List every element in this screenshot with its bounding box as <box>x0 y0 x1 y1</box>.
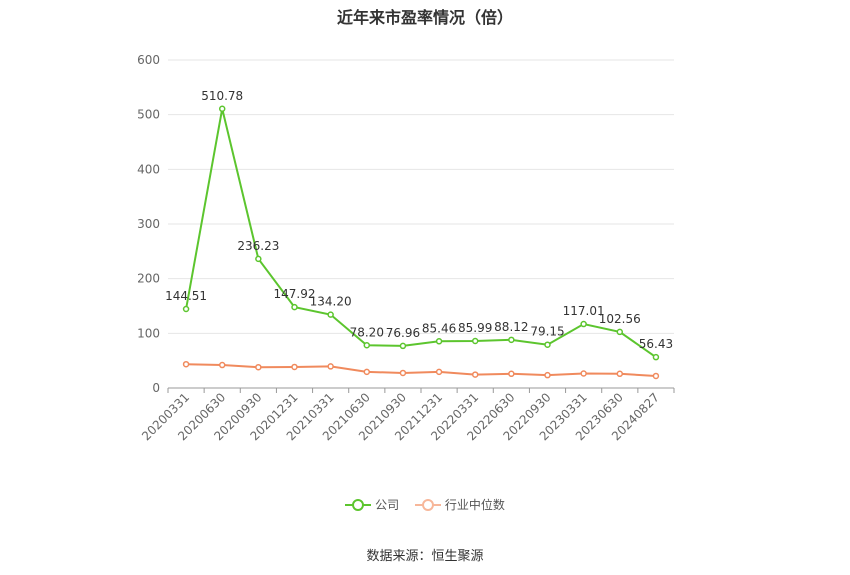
y-tick-label: 500 <box>137 108 160 122</box>
y-tick-label: 100 <box>137 326 160 340</box>
data-point <box>218 361 226 369</box>
data-point <box>471 337 479 345</box>
data-point <box>435 368 443 376</box>
data-label: 85.99 <box>458 321 492 335</box>
data-label: 102.56 <box>599 312 641 326</box>
data-point <box>508 370 515 378</box>
data-label: 147.92 <box>274 287 316 301</box>
data-point <box>652 353 660 361</box>
legend-label-company: 公司 <box>375 498 400 512</box>
series-line <box>185 108 657 358</box>
legend: 公司 行业中位数 <box>0 496 850 515</box>
legend-item-company[interactable]: 公司 <box>345 496 399 513</box>
y-tick-label: 300 <box>137 217 160 231</box>
legend-industry-marker-icon <box>414 498 441 511</box>
data-label: 88.12 <box>494 320 528 334</box>
data-label: 78.20 <box>350 325 384 339</box>
data-label: 510.78 <box>201 89 243 103</box>
data-source: 数据来源：恒生聚源 <box>366 549 484 564</box>
data-label: 144.51 <box>165 289 207 303</box>
y-tick-label: 0 <box>152 381 160 395</box>
legend-company-marker-icon <box>345 498 372 511</box>
y-tick-label: 400 <box>137 162 160 176</box>
data-label: 79.15 <box>530 325 564 339</box>
data-point <box>471 371 479 378</box>
data-point <box>291 303 298 311</box>
legend-item-industry-median[interactable]: 行业中位数 <box>414 496 505 513</box>
data-point <box>363 342 371 349</box>
data-label: 85.46 <box>422 321 456 335</box>
data-point <box>218 105 226 113</box>
data-point <box>508 336 515 344</box>
data-point <box>544 341 551 348</box>
data-label: 76.96 <box>386 326 420 340</box>
data-point <box>616 328 624 336</box>
data-point <box>399 369 407 377</box>
series-line <box>186 363 656 377</box>
data-point <box>435 338 443 345</box>
data-point <box>182 305 190 313</box>
data-point <box>399 342 407 350</box>
data-point <box>580 320 587 328</box>
chart-title: 近年来市盈率情况（倍） <box>336 8 513 27</box>
data-point <box>255 255 262 263</box>
legend-label-industry-median: 行业中位数 <box>444 498 505 512</box>
data-label: 56.43 <box>639 337 673 351</box>
data-point <box>291 363 298 371</box>
data-point <box>255 363 262 371</box>
data-point <box>544 371 551 379</box>
data-point <box>616 370 624 378</box>
data-point <box>652 372 660 380</box>
y-tick-label: 600 <box>137 53 160 67</box>
data-point <box>327 363 334 370</box>
data-point <box>580 370 587 377</box>
data-label: 236.23 <box>237 239 279 253</box>
data-point <box>363 368 371 376</box>
line-chart: 0100200300400500600202003312020063020200… <box>137 53 675 443</box>
data-point <box>182 360 190 368</box>
data-label: 134.20 <box>310 295 352 309</box>
y-tick-label: 200 <box>137 272 160 286</box>
data-label: 117.01 <box>563 304 605 318</box>
data-point <box>327 311 334 318</box>
